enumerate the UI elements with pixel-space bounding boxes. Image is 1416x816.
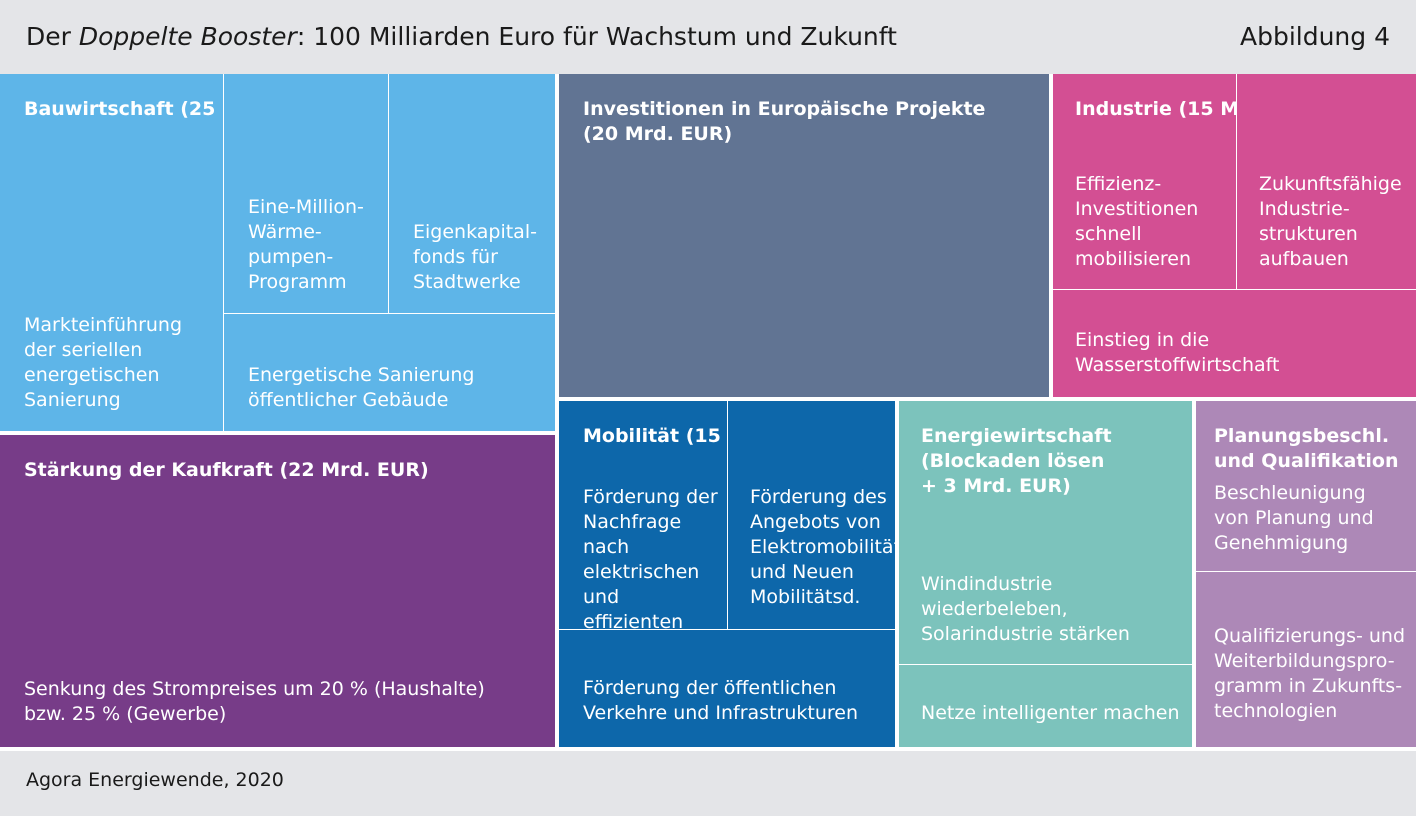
treemap-cell-bau-gebaeude: Energetische Sanierung öffentlicher Gebä… bbox=[224, 314, 555, 431]
group-label-industrie: Industrie (15 Mrd. EUR) bbox=[1075, 98, 1236, 120]
treemap-cell-europa: Investitionen in Europäische Projekte (2… bbox=[559, 74, 1049, 397]
item-label-waermepumpen: Eine-Million- Wärme- pumpen- Programm bbox=[248, 196, 364, 293]
group-label-kaufkraft: Stärkung der Kaufkraft (22 Mrd. EUR) bbox=[24, 459, 429, 481]
group-label-planung: Planungsbeschl. und Qualifikation bbox=[1214, 425, 1399, 472]
treemap-cell-bau-serielle: Bauwirtschaft (25 Mrd. EUR) Markteinführ… bbox=[0, 74, 223, 431]
item-label-industriestrukturen: Zukunftsfähige Industrie- strukturen auf… bbox=[1259, 173, 1402, 270]
item-label-oepnv: Förderung der öffentlichen Verkehre und … bbox=[583, 677, 858, 724]
treemap-cell-industrie-strukturen: Zukunftsfähige Industrie- strukturen auf… bbox=[1237, 74, 1416, 289]
treemap-cell-industrie-wasserstoff: Einstieg in die Wasserstoffwirtschaft bbox=[1053, 290, 1416, 397]
item-label-wind-solar: Windindustrie wiederbeleben, Solarindust… bbox=[921, 573, 1130, 645]
item-label-beschleunigung: Beschleunigung von Planung und Genehmigu… bbox=[1214, 482, 1374, 554]
item-label-eigenkapitalfonds: Eigenkapital- fonds für Stadtwerke bbox=[413, 221, 537, 293]
chart-footer: Agora Energiewende, 2020 bbox=[0, 751, 1416, 816]
treemap-cell-bau-eigenkapital: Eigenkapital- fonds für Stadtwerke bbox=[389, 74, 555, 313]
group-label-bauwirtschaft: Bauwirtschaft (25 Mrd. EUR) bbox=[24, 98, 223, 120]
item-label-angebot: Förderung des Angebots von Elektromobili… bbox=[750, 486, 895, 608]
item-label-strompreis: Senkung des Strompreises um 20 % (Hausha… bbox=[24, 678, 485, 725]
item-label-nachfrage: Förderung der Nachfrage nach elektrische… bbox=[583, 486, 718, 629]
item-label-wasserstoff: Einstieg in die Wasserstoffwirtschaft bbox=[1075, 329, 1280, 376]
source-note: Agora Energiewende, 2020 bbox=[26, 769, 284, 791]
figure-label: Abbildung 4 bbox=[1239, 22, 1390, 51]
treemap-cell-energie-wind: Energiewirtschaft (Blockaden lösen + 3 M… bbox=[899, 401, 1192, 664]
chart-title: Der Doppelte Booster: 100 Milliarden Eur… bbox=[26, 22, 897, 51]
title-suffix: : 100 Milliarden Euro für Wachstum und Z… bbox=[296, 22, 897, 51]
group-label-energiewirtschaft: Energiewirtschaft (Blockaden lösen + 3 M… bbox=[921, 425, 1112, 497]
item-label-serielle-sanierung: Markteinführung der seriellen energetisc… bbox=[24, 314, 183, 411]
title-prefix: Der bbox=[26, 22, 79, 51]
treemap-cell-kaufkraft: Stärkung der Kaufkraft (22 Mrd. EUR) Sen… bbox=[0, 435, 555, 747]
chart-header: Der Doppelte Booster: 100 Milliarden Eur… bbox=[0, 0, 1416, 74]
title-emphasis: Doppelte Booster bbox=[78, 22, 297, 51]
group-label-mobilitaet: Mobilität (15 Mrd. EUR) bbox=[583, 425, 727, 447]
treemap-cell-mobil-oepnv: Förderung der öffentlichen Verkehre und … bbox=[559, 630, 895, 747]
treemap-cell-planung-qualifizierung: Qualifizierungs- und Weiterbildungspro- … bbox=[1196, 572, 1416, 747]
treemap-cell-bau-waermepumpen: Eine-Million- Wärme- pumpen- Programm bbox=[224, 74, 388, 313]
item-label-qualifizierung: Qualifizierungs- und Weiterbildungspro- … bbox=[1214, 625, 1406, 722]
item-label-effizienz: Effizienz- Investitionen schnell mobilis… bbox=[1075, 173, 1199, 270]
group-label-europa: Investitionen in Europäische Projekte (2… bbox=[583, 98, 986, 145]
treemap-cell-energie-netze: Netze intelligenter machen bbox=[899, 665, 1192, 747]
treemap-cell-planung-beschleunigung: Planungsbeschl. und Qualifikation Beschl… bbox=[1196, 401, 1416, 571]
treemap-cell-industrie-effizienz: Industrie (15 Mrd. EUR) Effizienz- Inves… bbox=[1053, 74, 1236, 289]
treemap-cell-mobil-angebot: Förderung des Angebots von Elektromobili… bbox=[728, 401, 895, 629]
treemap-chart: Bauwirtschaft (25 Mrd. EUR) Markteinführ… bbox=[0, 74, 1416, 751]
item-label-oeffentliche-gebaeude: Energetische Sanierung öffentlicher Gebä… bbox=[248, 364, 475, 411]
treemap-cell-mobil-nachfrage: Mobilität (15 Mrd. EUR) Förderung der Na… bbox=[559, 401, 727, 629]
item-label-netze: Netze intelligenter machen bbox=[921, 702, 1180, 724]
